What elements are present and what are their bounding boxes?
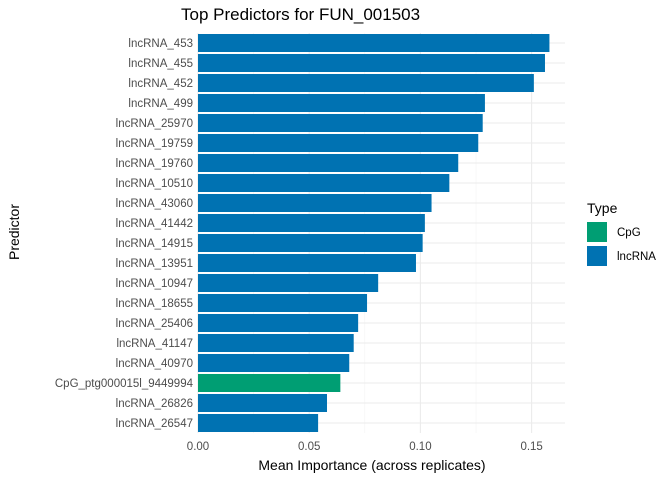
legend-key	[587, 246, 607, 266]
y-tick-label: lncRNA_26826	[116, 398, 193, 410]
y-tick-label: lncRNA_43060	[116, 198, 193, 210]
bar	[198, 174, 450, 192]
bar	[198, 94, 485, 112]
bar	[198, 374, 341, 392]
y-tick-label: lncRNA_14915	[116, 238, 193, 250]
x-tick-labels: 0.00 0.05 0.10 0.15	[187, 441, 543, 453]
bar	[198, 274, 379, 292]
y-tick-label: lncRNA_26547	[116, 418, 193, 430]
bar	[198, 54, 545, 72]
y-axis-title: Predictor	[6, 204, 22, 260]
x-tick-label: 0.05	[298, 441, 320, 453]
bar	[198, 294, 368, 312]
x-tick-label: 0.00	[187, 441, 209, 453]
x-tick-label: 0.10	[409, 441, 431, 453]
x-tick-label: 0.15	[520, 441, 542, 453]
bar	[198, 214, 425, 232]
legend: Type CpG lncRNA	[587, 200, 656, 266]
bar	[198, 34, 550, 52]
y-tick-label: lncRNA_10510	[116, 178, 193, 190]
y-tick-label: lncRNA_452	[128, 78, 193, 90]
bar	[198, 354, 350, 372]
y-tick-label: lncRNA_40970	[116, 358, 193, 370]
y-tick-label: lncRNA_19760	[116, 158, 193, 170]
y-tick-label: lncRNA_19759	[116, 138, 193, 150]
y-tick-label: lncRNA_25970	[116, 118, 193, 130]
y-tick-label: lncRNA_25406	[116, 318, 193, 330]
bar	[198, 74, 534, 92]
legend-title: Type	[587, 200, 618, 216]
bar	[198, 314, 359, 332]
bar	[198, 334, 354, 352]
grid	[197, 33, 565, 433]
y-tick-label: lncRNA_10947	[116, 278, 193, 290]
bar	[198, 194, 432, 212]
y-tick-labels: lncRNA_453 lncRNA_455 lncRNA_452 lncRNA_499…	[55, 38, 194, 430]
y-tick-label: lncRNA_41442	[116, 218, 193, 230]
legend-key	[587, 222, 607, 242]
legend-label: CpG	[617, 227, 641, 239]
y-tick-label: lncRNA_41147	[116, 338, 193, 350]
x-axis-title: Mean Importance (across replicates)	[258, 457, 485, 473]
chart-title: Top Predictors for FUN_001503	[181, 5, 420, 24]
y-tick-label: lncRNA_18655	[116, 298, 193, 310]
bar	[198, 114, 483, 132]
y-tick-label: lncRNA_453	[128, 38, 193, 50]
bar	[198, 414, 319, 432]
y-tick-label: lncRNA_13951	[116, 258, 193, 270]
bar	[198, 254, 416, 272]
bar	[198, 154, 459, 172]
y-tick-label: CpG_ptg000015l_9449994	[55, 378, 194, 390]
y-tick-label: lncRNA_499	[128, 98, 193, 110]
bar	[198, 394, 328, 412]
bar	[198, 134, 479, 152]
bars	[198, 34, 550, 432]
legend-label: lncRNA	[617, 251, 656, 263]
bar	[198, 234, 423, 252]
y-tick-label: lncRNA_455	[128, 58, 193, 70]
